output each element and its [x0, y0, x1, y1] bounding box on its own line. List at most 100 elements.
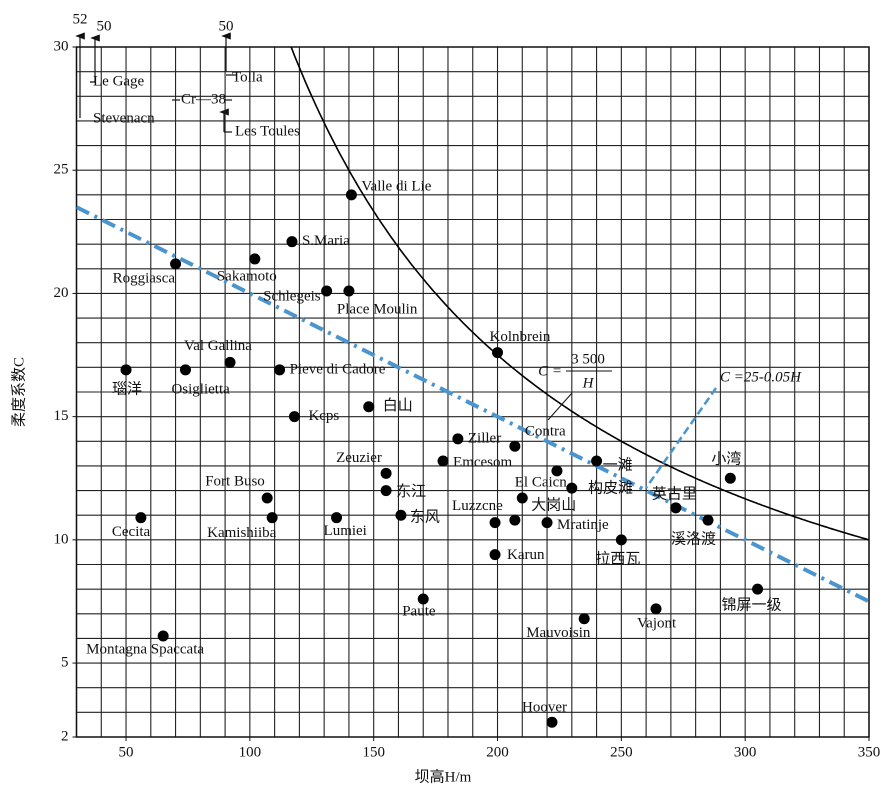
point-label: Emcesom: [453, 454, 512, 470]
point: [170, 258, 182, 270]
plot-frame: [75, 46, 870, 738]
point-label: S.Maria: [302, 233, 350, 249]
point: [380, 485, 392, 497]
x-tick-label: 300: [734, 744, 757, 760]
point-label: Roggiasca: [113, 270, 176, 286]
point: [380, 467, 392, 479]
annotation: Stevenacn: [93, 110, 155, 126]
point-label: Vajont: [637, 615, 677, 631]
point: [489, 517, 501, 529]
point: [509, 514, 521, 526]
point-label: Ziller: [468, 430, 501, 446]
point: [437, 455, 449, 467]
point: [724, 472, 736, 484]
point-label: Kcps: [308, 408, 339, 424]
point-label: Schlegeis: [263, 288, 321, 304]
point-label: Valle di Lie: [361, 178, 431, 194]
point-label: Pieve di Cadore: [290, 361, 386, 377]
x-tick-label: 50: [119, 744, 134, 760]
point-label: 锦屏一级: [722, 597, 782, 614]
y-axis-label: 柔度系数C: [10, 357, 27, 427]
point-label: Zeuzier: [336, 450, 382, 466]
y-tick-label: 10: [54, 531, 69, 547]
point: [489, 549, 501, 561]
annotation: Les Toules: [235, 123, 300, 139]
reference-lines: [76, 47, 869, 604]
point: [321, 285, 333, 297]
point-label: Place Moulin: [337, 301, 418, 317]
point-label: 东江: [396, 483, 426, 500]
point-label: 东风: [410, 509, 440, 526]
point: [288, 411, 300, 423]
annotation: 50: [219, 18, 234, 34]
point-label: Paute: [402, 603, 436, 619]
point: [224, 356, 236, 368]
curve-label-c: C =: [538, 363, 562, 379]
curve: [290, 47, 869, 541]
point-label: El Caicn: [515, 475, 568, 491]
point-label: Contra: [525, 424, 566, 440]
line-label: C =25-0.05H: [720, 369, 802, 385]
point: [120, 364, 132, 376]
point: [395, 509, 407, 521]
point: [546, 716, 558, 728]
x-axis-label: 坝高H/m: [415, 768, 472, 785]
y-tick-label: 30: [54, 38, 69, 54]
point: [492, 347, 504, 359]
point-label: Luzzcne: [452, 498, 503, 514]
point: [702, 514, 714, 526]
x-tick-label: 350: [858, 744, 881, 760]
point: [670, 502, 682, 514]
point: [591, 455, 603, 467]
x-tick-label: 200: [486, 744, 509, 760]
x-tick-label: 100: [239, 744, 262, 760]
point: [516, 492, 528, 504]
annotation: Le Gage: [93, 73, 145, 89]
point: [249, 253, 261, 265]
point-label: 拉西瓦: [595, 550, 640, 567]
point-label: Sakamoto: [217, 268, 277, 284]
point-label: Hoover: [522, 700, 567, 716]
annotation: Cr—38: [181, 91, 226, 107]
point-label: 瑙洋: [112, 380, 142, 397]
point: [261, 492, 273, 504]
curve-label-k: 3 500: [571, 351, 605, 367]
curve-label-h: H: [582, 375, 595, 391]
point: [752, 583, 764, 595]
y-tick-label: 2: [61, 728, 69, 744]
point-label: Fort Buso: [205, 473, 265, 489]
point-label: Cecita: [112, 524, 151, 540]
x-tick-label: 250: [610, 744, 633, 760]
point: [417, 593, 429, 605]
point: [363, 401, 375, 413]
point: [541, 517, 553, 529]
point-label: Karun: [507, 547, 545, 563]
point: [452, 433, 464, 445]
point-label: Kamishiiba: [207, 525, 276, 541]
y-tick-label: 5: [61, 655, 69, 671]
point-label: Mauvoisin: [526, 625, 591, 641]
point-label: 构皮滩: [588, 479, 633, 496]
point: [135, 512, 147, 524]
annotation: 50: [97, 18, 112, 34]
y-tick-label: 25: [54, 162, 69, 178]
point-label: Osiglietta: [171, 381, 230, 397]
point-label: 小湾: [711, 451, 741, 468]
point: [509, 440, 521, 452]
point-label: Mratinje: [557, 517, 609, 533]
point-label: 一滩: [603, 456, 633, 473]
point-label: Lumiei: [324, 523, 367, 539]
point: [615, 534, 627, 546]
curve-leader: [547, 392, 573, 421]
point-label: 英古里: [652, 484, 697, 502]
point: [551, 465, 563, 477]
point: [274, 364, 286, 376]
point: [266, 512, 278, 524]
point-label: 大岗山: [531, 496, 576, 513]
y-tick-label: 15: [54, 408, 69, 424]
point-label: Kolnbrein: [490, 329, 551, 345]
line-leader: [644, 387, 718, 489]
point: [578, 613, 590, 625]
point: [343, 285, 355, 297]
